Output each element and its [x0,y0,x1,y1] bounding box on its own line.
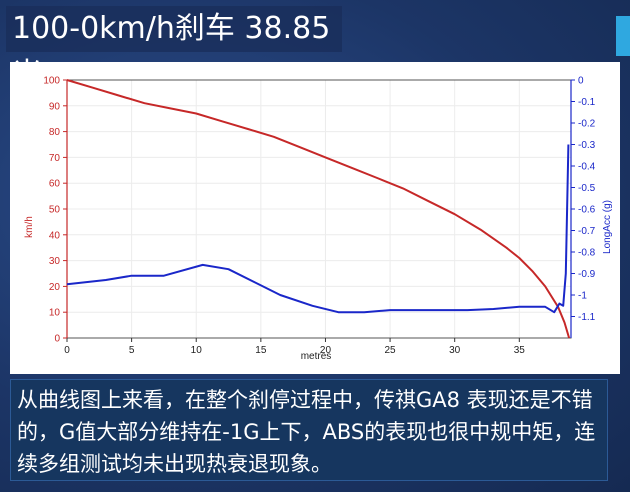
y-left-tick-label: 80 [49,127,61,138]
x-tick-label: 15 [255,345,267,356]
y-left-tick-label: 30 [49,256,61,267]
accent-bar [616,16,630,56]
speed-series-line [66,79,571,339]
x-tick-label: 30 [449,345,461,356]
y-right-tick-label: -0.4 [578,162,596,173]
chart-panel: 0 5 10 15 20 25 30 35 0 10 20 30 40 50 60 70 80 90 100 0 -… [10,62,620,374]
y-left-tick-label: 60 [49,179,61,190]
page-title: 100-0km/h刹车 38.85米 [6,6,342,92]
x-tick-label: 20 [320,345,332,356]
x-tick-label: 5 [129,345,135,356]
series-lines [66,79,571,339]
y-right-tick-label: -0.5 [578,183,596,194]
y-right-tick-label: 0 [578,76,584,87]
y-right-tick-label: -0.7 [578,226,596,237]
y-right-tick-label: -0.1 [578,97,596,108]
x-tick-label: 35 [514,345,526,356]
y-left-tick-label: 10 [49,308,61,319]
y-right-tick-label: -1.1 [578,312,596,323]
y-right-tick-label: -0.2 [578,119,596,130]
y-left-tick-label: 20 [49,282,61,293]
y-left-tick-label: 50 [49,205,61,216]
y-right-tick-label: -0.3 [578,140,596,151]
grid [66,79,571,339]
y-left-tick-label: 100 [43,76,60,87]
y-left-axis-label: km/h [24,216,35,238]
y-left-tick-label: 40 [49,230,61,241]
x-axis-label: metres [301,351,332,362]
y-left-tick-label: 90 [49,101,61,112]
y-left-tick-label: 0 [54,334,60,345]
acceleration-series-line [66,144,570,314]
y-right-tick-label: -1 [578,291,587,302]
y-right-axis-ticks: 0 -0.1 -0.2 -0.3 -0.4 -0.5 -0.6 -0.7 -0.8 -0.9 -1 -… [571,76,596,323]
braking-chart: 0 5 10 15 20 25 30 35 0 10 20 30 40 50 60 70 80 90 100 0 -… [24,76,613,363]
y-right-axis-label: LongAcc (g) [602,200,613,254]
x-tick-label: 10 [191,345,203,356]
caption-text: 从曲线图上来看，在整个刹停过程中，传祺GA8 表现还是不错的，G值大部分维持在-… [10,379,608,481]
x-axis-ticks: 0 5 10 15 20 25 30 35 [64,338,525,356]
x-tick-label: 25 [385,345,397,356]
y-left-axis-ticks: 0 10 20 30 40 50 60 70 80 90 100 [43,76,67,345]
y-right-tick-label: -0.8 [578,248,596,259]
y-right-tick-label: -0.9 [578,269,596,280]
y-right-tick-label: -0.6 [578,205,596,216]
x-tick-label: 0 [64,345,70,356]
y-left-tick-label: 70 [49,153,61,164]
